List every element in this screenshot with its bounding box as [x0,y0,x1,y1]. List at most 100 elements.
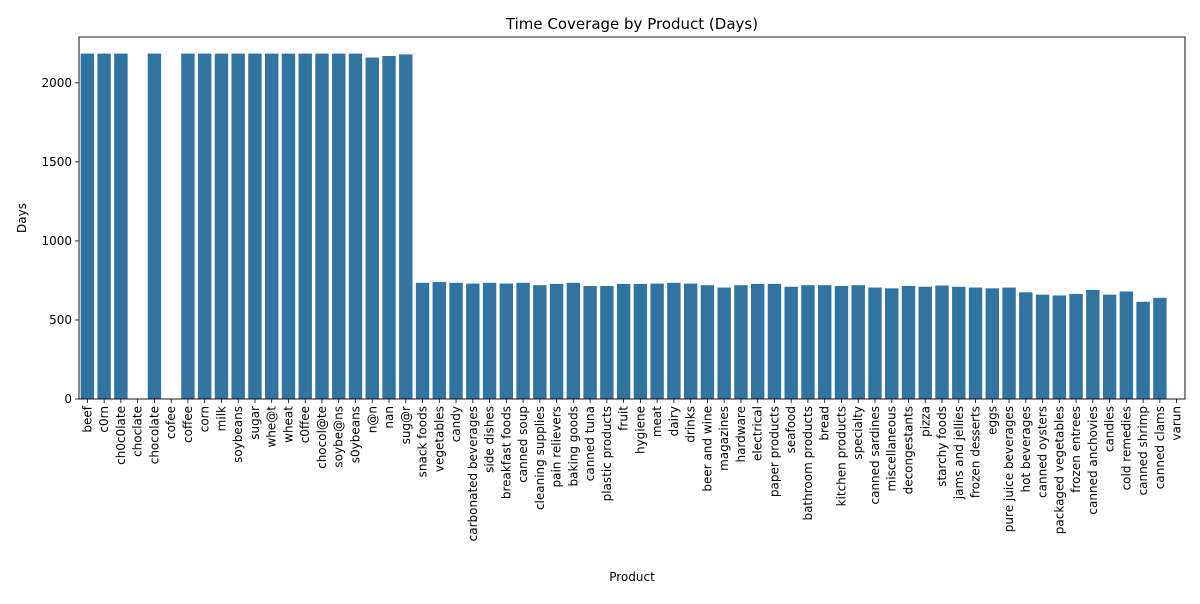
x-tick-label: frozen entrees [1069,406,1083,493]
x-tick-label: specialty [851,406,865,460]
bar [332,53,346,399]
bar [784,286,798,399]
bar [1052,295,1067,399]
x-tick-label: packaged vegetables [1052,406,1066,534]
bar [1153,297,1167,399]
bar [1136,301,1150,399]
bar [214,53,229,399]
bar [298,53,312,399]
x-axis: beef c0rn ch0c0late choclate chocolate cofee c… [80,399,1184,541]
x-tick-label: decongestants [902,406,916,494]
bar [801,285,815,399]
x-tick-label: carbonated beverages [466,406,480,541]
x-tick-label: cleaning supplies [533,406,547,510]
bar [566,282,581,399]
x-tick-label: bread [818,406,832,441]
x-tick-label: c0ffee [298,406,312,443]
x-tick-label: c0rn [97,406,111,433]
x-tick-label: ch0c0late [114,406,128,465]
y-tick-label: 1000 [41,234,72,248]
x-tick-label: canned clams [1153,406,1167,489]
bar [432,282,446,399]
bar [415,282,430,399]
x-tick-label: canned tuna [583,406,597,481]
x-tick-label: cold remedies [1119,406,1133,490]
x-tick-label: baking goods [566,406,580,486]
bar [248,53,262,399]
x-tick-label: soybe@ns [332,406,346,468]
bar [868,287,882,399]
bar [985,288,999,399]
bar [918,286,932,399]
x-tick-label: drinks [684,406,698,443]
bar [80,53,95,399]
x-tick-label: dairy [667,406,681,436]
x-axis-label: Product [609,570,655,584]
x-tick-label: canned oysters [1036,406,1050,498]
plot-frame [78,36,1186,400]
x-tick-label: hot beverages [1019,406,1033,493]
bar [499,283,514,399]
x-tick-label: canned anchovies [1086,406,1100,515]
y-tick-label: 2000 [41,76,72,90]
x-tick-label: sug@r [399,406,413,444]
x-tick-label: miscellaneous [885,406,899,491]
bar [482,282,497,399]
y-tick-label: 1500 [41,155,72,169]
bar [516,282,530,399]
bar [399,54,413,399]
bar [683,283,698,399]
x-tick-label: canned sardines [868,406,882,505]
bar [717,287,731,399]
bar [231,53,245,399]
bar [97,53,111,399]
x-tick-label: paper products [767,406,781,497]
bar [365,57,379,400]
x-tick-label: starchy foods [935,406,949,487]
x-tick-label: nan [382,406,396,429]
x-tick-label: meat [650,406,664,437]
bar [700,285,715,399]
bar [834,285,849,399]
x-tick-label: coffee [181,406,195,443]
bar [750,283,765,399]
bar [734,285,748,399]
x-tick-label: s0ybeans [349,406,363,463]
bar [382,55,396,399]
y-axis: 0 500 1000 1500 2000 [41,76,79,406]
bars-group [80,53,1167,400]
x-tick-label: soybeans [231,406,245,463]
x-tick-label: fruit [617,406,631,431]
x-tick-label: magazines [717,406,731,471]
bar [466,283,480,399]
bar [197,53,212,399]
bar [533,285,547,399]
x-tick-label: seafood [784,406,798,454]
bar [449,282,463,399]
bar [1002,287,1016,399]
x-tick-label: varun [1170,406,1184,441]
bar [114,53,128,399]
x-tick-label: vegetables [432,406,446,472]
bar [667,282,681,399]
x-tick-label: hardware [734,406,748,463]
bar [885,288,899,399]
y-tick-label: 0 [64,392,72,406]
x-tick-label: side dishes [483,406,497,473]
bar [1019,292,1033,399]
bar [1069,293,1083,399]
x-tick-label: plastic products [600,406,614,501]
bar [935,285,949,399]
x-tick-label: milk [214,406,228,431]
chart-title: Time Coverage by Product (Days) [505,15,758,33]
x-tick-label: pizza [918,406,932,437]
bar [767,283,782,399]
y-axis-label: Days [15,203,29,233]
x-tick-label: frozen desserts [969,406,983,498]
bar [901,285,916,399]
x-tick-label: chocolate [147,406,161,464]
x-tick-label: breakfast foods [499,406,513,499]
x-tick-label: canned soup [516,406,530,483]
